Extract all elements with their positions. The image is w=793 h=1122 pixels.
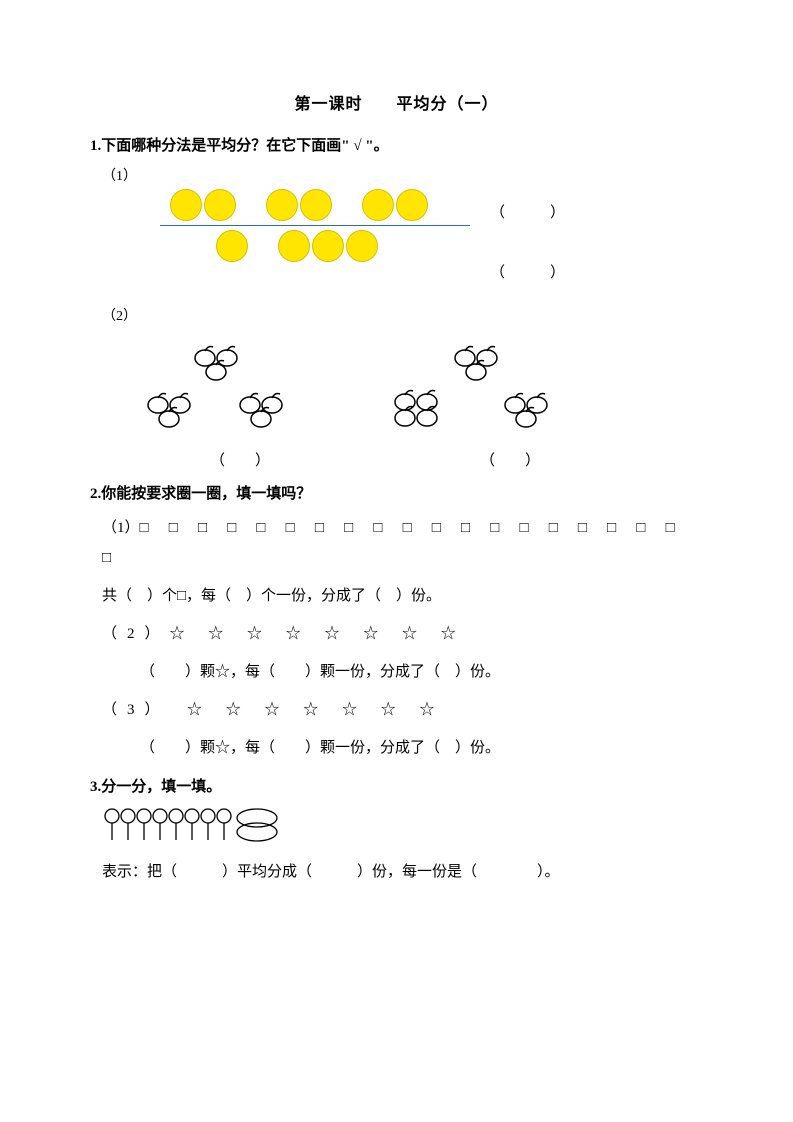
- q2-line2b[interactable]: （ ）颗☆，每（ ）颗一份，分成了（ ）份。: [140, 657, 703, 687]
- q1-blank-1[interactable]: （ ）: [490, 201, 565, 222]
- divider-line: [160, 225, 470, 226]
- circle-icon: [170, 189, 202, 221]
- q1-figure-1: （ ） （ ）: [160, 189, 703, 299]
- q2-line1a: （1）□ □ □ □ □ □ □ □ □ □ □ □ □ □ □ □ □ □ □…: [102, 513, 703, 573]
- q3-figure: [102, 806, 703, 849]
- q1-heading: 1.下面哪种分法是平均分？在它下面画" √ "。: [90, 134, 703, 155]
- q2-line3a: （3） ☆ ☆ ☆ ☆ ☆ ☆ ☆: [102, 695, 703, 725]
- q1-sub1-label: （1）: [102, 165, 703, 185]
- q2-line3b[interactable]: （ ）颗☆，每（ ）颗一份，分成了（ ）份。: [140, 733, 703, 763]
- q1-figure-2: [130, 335, 703, 435]
- q1-sub2-blank-right[interactable]: （ ）: [480, 449, 540, 470]
- circle-icon: [300, 189, 332, 221]
- q2-line2a: （2）☆ ☆ ☆ ☆ ☆ ☆ ☆ ☆: [102, 619, 703, 649]
- circle-icon: [204, 189, 236, 221]
- circle-icon: [312, 230, 344, 262]
- circle-icon: [278, 230, 310, 262]
- circle-icon: [362, 189, 394, 221]
- q1-blank-2[interactable]: （ ）: [490, 261, 565, 282]
- circle-icon: [346, 230, 378, 262]
- apple-pyramid-right: [380, 335, 570, 435]
- q3-desc[interactable]: 表示：把（ ）平均分成（ ）份，每一份是（ ）。: [102, 857, 703, 887]
- q1-sub2-label: （2）: [102, 305, 703, 325]
- q2-heading: 2.你能按要求圈一圈，填一填吗？: [90, 482, 703, 503]
- circle-icon: [216, 230, 248, 262]
- circle-icon: [396, 189, 428, 221]
- apple-pyramid-left: [130, 335, 300, 435]
- circle-icon: [266, 189, 298, 221]
- page-title: 第一课时 平均分（一）: [90, 90, 703, 114]
- q1-sub2-blank-left[interactable]: （ ）: [210, 449, 270, 470]
- q3-heading: 3.分一分，填一填。: [90, 775, 703, 796]
- squares-row: □ □ □ □ □ □ □ □ □ □ □ □ □ □ □ □ □ □ □ □: [102, 519, 683, 566]
- q2-line1b[interactable]: 共（ ）个□，每（ ）个一份，分成了（ ）份。: [102, 581, 703, 611]
